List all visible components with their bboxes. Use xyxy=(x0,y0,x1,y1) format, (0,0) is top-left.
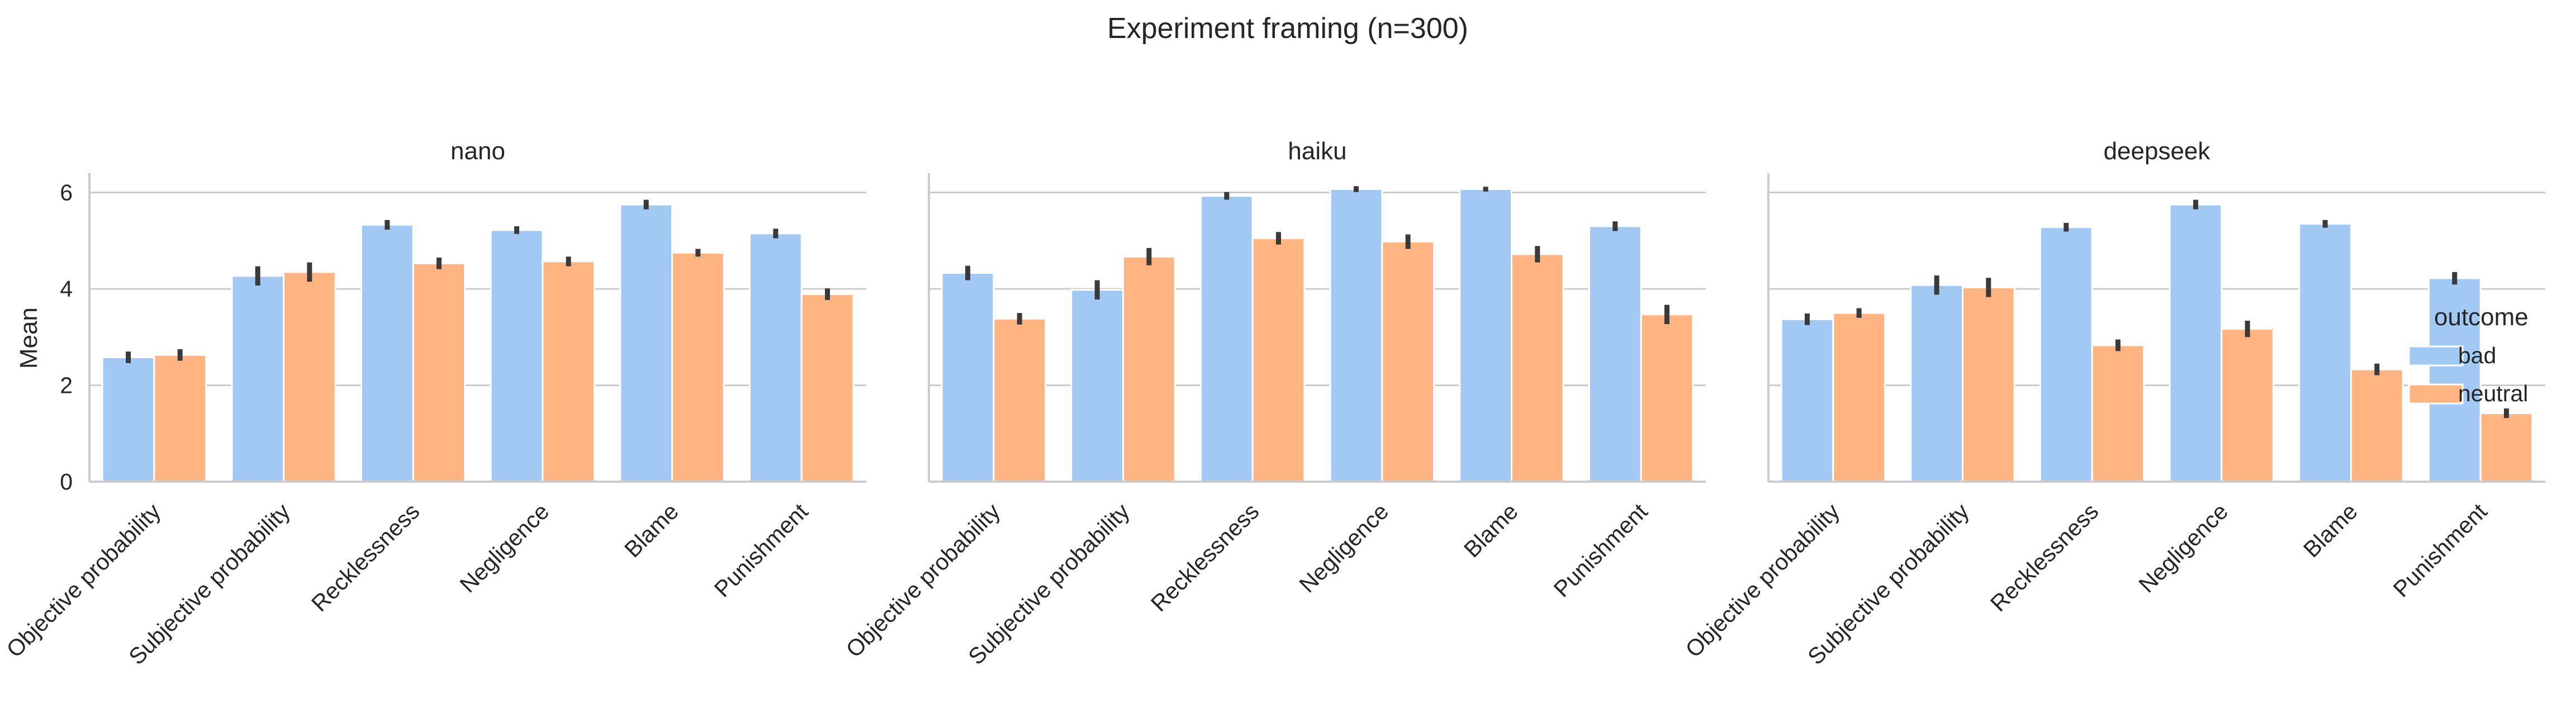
bar-bad xyxy=(1780,318,1834,483)
legend-label-neutral: neutral xyxy=(2458,381,2528,406)
bar-bad xyxy=(2428,277,2482,483)
bar-bad xyxy=(1588,225,1642,483)
bar-bad xyxy=(101,356,155,483)
legend-label-bad: bad xyxy=(2458,343,2496,368)
panel-title: deepseek xyxy=(2104,137,2211,165)
x-tick-label: Punishment xyxy=(709,498,813,602)
bar-neutral xyxy=(1962,286,2015,483)
bar-neutral xyxy=(542,260,595,483)
y-tick-label: 4 xyxy=(60,276,73,302)
bar-neutral xyxy=(1640,313,1694,483)
bar-neutral xyxy=(1122,255,1176,483)
y-tick-label: 6 xyxy=(60,180,73,206)
bar-bad xyxy=(2169,203,2223,483)
bar-bad xyxy=(1070,289,1125,483)
x-tick-label: Recklessness xyxy=(306,498,424,616)
x-tick-label: Punishment xyxy=(2388,498,2492,602)
legend-swatch-neutral xyxy=(2408,383,2464,405)
x-tick-label: Blame xyxy=(1459,498,1523,563)
bar-bad xyxy=(619,203,673,483)
panel-title: nano xyxy=(450,137,505,165)
bar-neutral xyxy=(2091,344,2145,483)
panel-title: haiku xyxy=(1288,137,1346,165)
bar-neutral xyxy=(2221,328,2274,483)
x-tick-label: Recklessness xyxy=(1146,498,1264,616)
bar-bad xyxy=(1329,188,1383,483)
x-tick-label: Punishment xyxy=(1549,498,1653,602)
bar-neutral xyxy=(800,293,855,483)
bar-neutral xyxy=(2350,368,2404,483)
bar-neutral xyxy=(2479,412,2534,483)
x-tick-label: Negligence xyxy=(455,498,554,598)
bar-neutral xyxy=(1832,312,1886,483)
bar-bad xyxy=(1459,188,1512,483)
bar-bad xyxy=(2039,226,2093,483)
bar-bad xyxy=(231,275,285,483)
x-tick-label: Negligence xyxy=(1294,498,1394,598)
bar-bad xyxy=(490,229,544,483)
bar-neutral xyxy=(993,317,1047,483)
legend-swatch-bad xyxy=(2408,345,2464,367)
y-tick-label: 0 xyxy=(60,469,73,495)
bar-neutral xyxy=(153,354,207,483)
legend: outcome bad neutral xyxy=(2408,303,2528,406)
legend-title: outcome xyxy=(2434,303,2528,331)
bar-bad xyxy=(360,224,414,483)
bar-neutral xyxy=(1251,237,1306,483)
bar-neutral xyxy=(412,262,466,483)
bar-bad xyxy=(749,232,803,483)
bar-bad xyxy=(2298,223,2352,483)
bar-bad xyxy=(1200,195,1254,483)
bar-neutral xyxy=(1511,253,1564,483)
figure-title: Experiment framing (n=300) xyxy=(1107,12,1468,45)
y-axis-label: Mean xyxy=(15,307,42,369)
bar-neutral xyxy=(671,251,725,483)
bar-neutral xyxy=(283,271,336,483)
bar-bad xyxy=(941,272,995,483)
x-tick-label: Blame xyxy=(619,498,684,563)
x-tick-label: Recklessness xyxy=(1985,498,2103,616)
y-tick-label: 2 xyxy=(60,373,73,398)
bar-bad xyxy=(1910,284,1963,483)
x-tick-label: Negligence xyxy=(2134,498,2233,598)
x-tick-label: Blame xyxy=(2298,498,2362,563)
bar-neutral xyxy=(1381,240,1435,483)
